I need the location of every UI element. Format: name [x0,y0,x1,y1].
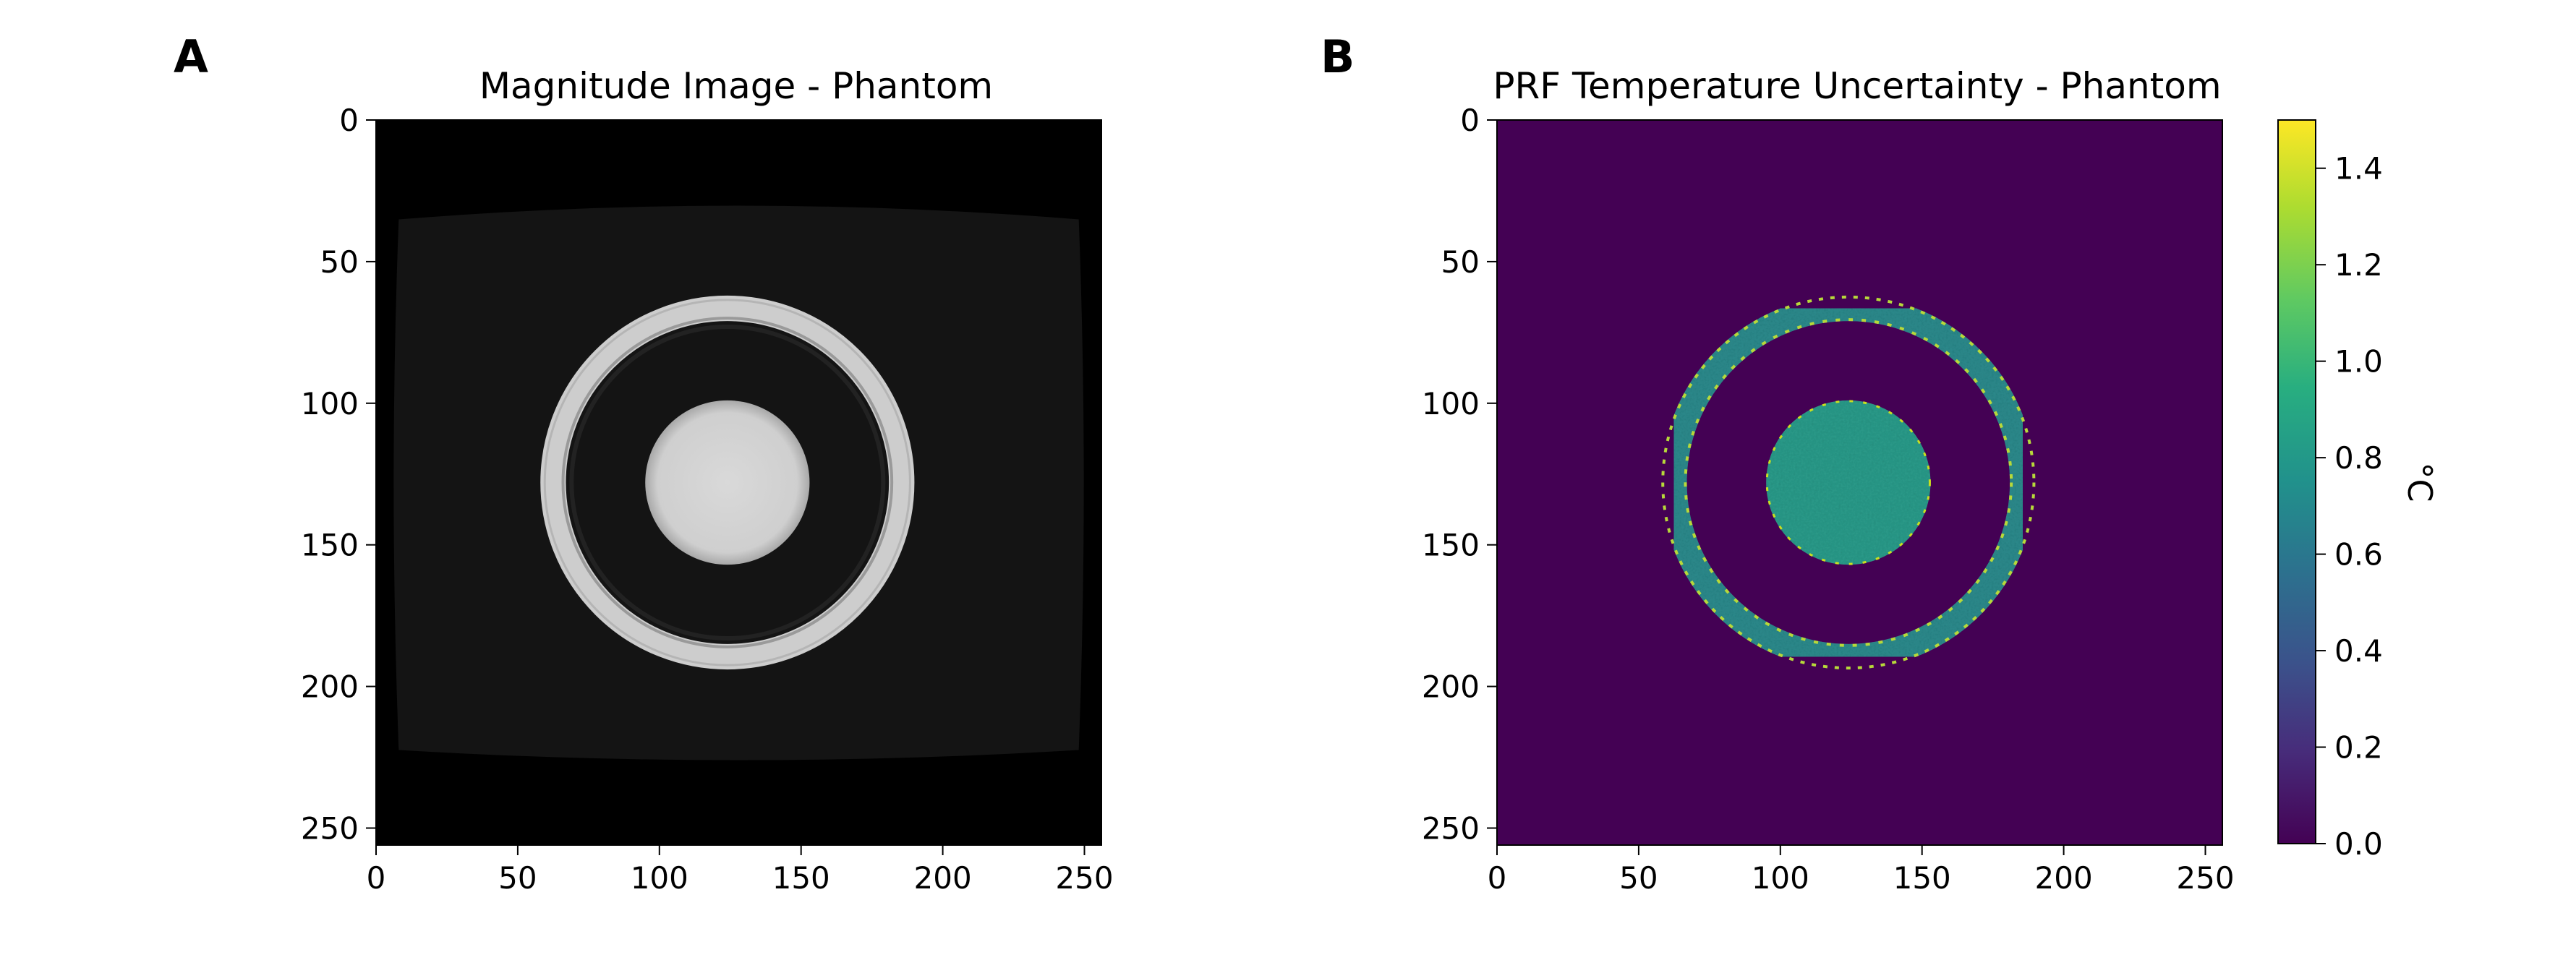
colorbar-tick-label: 1.0 [2334,344,2383,380]
y-tick-label: 150 [301,528,359,563]
outer-ring [540,295,915,670]
y-tick-label: 250 [1422,810,1480,846]
panel-a: A Magnitude Image - Phantom 0 50 100 150 200… [174,30,1114,896]
panel-b-title: PRF Temperature Uncertainty - Phantom [1493,65,2221,107]
colorbar-tick-label: 0.2 [2334,730,2383,766]
axes-frame [375,119,1102,846]
outer-ring-edge [1661,295,2036,670]
y-tick-label: 0 [1460,103,1480,138]
x-tick-label: 0 [367,860,386,896]
colorbar-ticks: 0.0 0.2 0.4 0.6 0.8 1.0 1.2 1.4 [2316,151,2383,862]
colorbar-tick-label: 0.4 [2334,633,2383,669]
outer-ring [1661,295,2036,670]
x-tick-label: 50 [1619,860,1658,896]
panel-letter-b: B [1321,30,1355,83]
x-tick-label: 200 [2035,860,2093,896]
colorbar-tick-label: 1.2 [2334,247,2383,283]
colorbar: 0.0 0.2 0.4 0.6 0.8 1.0 1.2 1.4 °C [2277,119,2439,862]
x-tick-label: 100 [631,860,688,896]
x-tick-label: 0 [1488,860,1507,896]
outer-ring-edge [543,299,911,667]
panel-letter-a: A [174,30,208,83]
panel-b: B PRF Temperature Uncertainty - Phantom … [1321,30,2235,896]
y-tick-label: 50 [320,244,359,280]
y-tick-label: 200 [301,669,359,705]
outer-ring-inner-edge [1684,318,2013,647]
colorbar-tick-label: 1.4 [2334,151,2383,187]
y-tick-label: 250 [301,810,359,846]
x-tick-label: 150 [772,860,830,896]
magnitude-image [375,119,1102,846]
x-tick-label: 100 [1752,860,1809,896]
y-tick-label: 150 [1422,528,1480,563]
x-tick-label: 150 [1893,860,1951,896]
inner-disc [645,400,810,565]
x-tick-label: 200 [914,860,972,896]
y-tick-label: 50 [1441,244,1480,280]
inner-disc-edge [1765,400,1931,565]
y-tick-label: 100 [301,386,359,421]
axes-frame [1496,119,2223,846]
panel-a-title: Magnitude Image - Phantom [479,65,993,107]
ring-shadow [569,325,886,640]
colorbar-tick-label: 0.0 [2334,826,2383,862]
inner-disc [1766,400,1931,565]
colorbar-tick-label: 0.6 [2334,537,2383,573]
outer-ring-inner-edge [561,317,894,648]
x-tick-label: 250 [2176,860,2234,896]
temperature-uncertainty-image [1496,119,2223,846]
y-tick-label: 200 [1422,669,1480,705]
x-tick-label: 250 [1055,860,1113,896]
x-tick-label: 50 [498,860,537,896]
colorbar-gradient [2277,119,2316,844]
colorbar-tick-label: 0.8 [2334,440,2383,476]
y-tick-label: 0 [339,103,359,138]
colorbar-label: °C [2400,462,2439,502]
y-tick-label: 100 [1422,386,1480,421]
